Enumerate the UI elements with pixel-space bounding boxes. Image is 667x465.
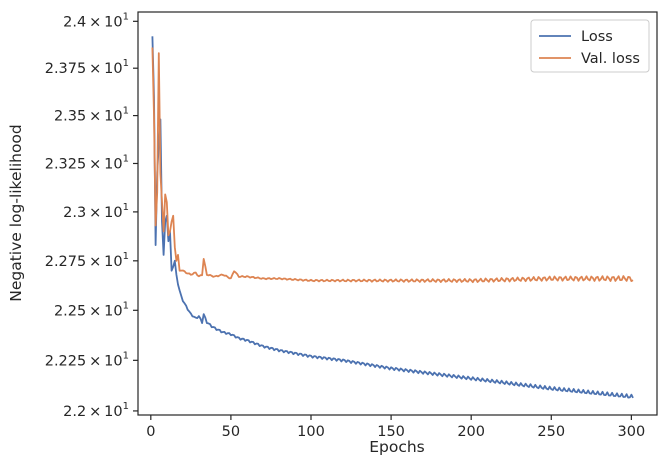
y-tick-label: 2.25 × 101 <box>54 300 129 319</box>
y-axis-ticks: 2.2 × 101 2.225 × 101 2.25 × 101 2.275 × 10… <box>45 11 138 420</box>
x-tick-label: 300 <box>618 424 646 440</box>
y-tick-label: 2.225 × 101 <box>45 350 129 369</box>
x-tick-label: 250 <box>537 424 565 440</box>
plot-frame <box>137 11 658 416</box>
y-tick-label: 2.2 × 101 <box>63 401 129 420</box>
legend-box <box>530 19 650 73</box>
plot-area <box>138 12 657 415</box>
x-tick-label: 50 <box>222 424 240 440</box>
y-axis-label: Negative log-likelihood <box>7 124 25 302</box>
x-tick-label: 200 <box>457 424 485 440</box>
y-tick-label: 2.275 × 101 <box>45 251 129 270</box>
y-tick-label: 2.35 × 101 <box>54 106 129 125</box>
x-tick-label: 100 <box>297 424 325 440</box>
x-axis-label: Epochs <box>369 438 425 456</box>
legend-label-loss: Loss <box>581 29 613 45</box>
x-tick-label: 150 <box>377 424 405 440</box>
legend-label-val-loss: Val. loss <box>581 51 640 67</box>
y-tick-label: 2.3 × 101 <box>63 202 129 221</box>
x-tick-label: 0 <box>146 424 155 440</box>
series-layer <box>151 36 634 399</box>
legend: Loss Val. loss <box>530 19 650 73</box>
y-tick-label: 2.375 × 101 <box>45 58 129 77</box>
series-line-val-loss <box>151 47 634 284</box>
y-tick-label: 2.325 × 101 <box>45 153 129 172</box>
x-axis-ticks: 0 50 100 150 200 250 300 <box>146 415 645 440</box>
series-line-loss <box>151 36 634 399</box>
y-tick-label: 2.4 × 101 <box>63 11 129 30</box>
